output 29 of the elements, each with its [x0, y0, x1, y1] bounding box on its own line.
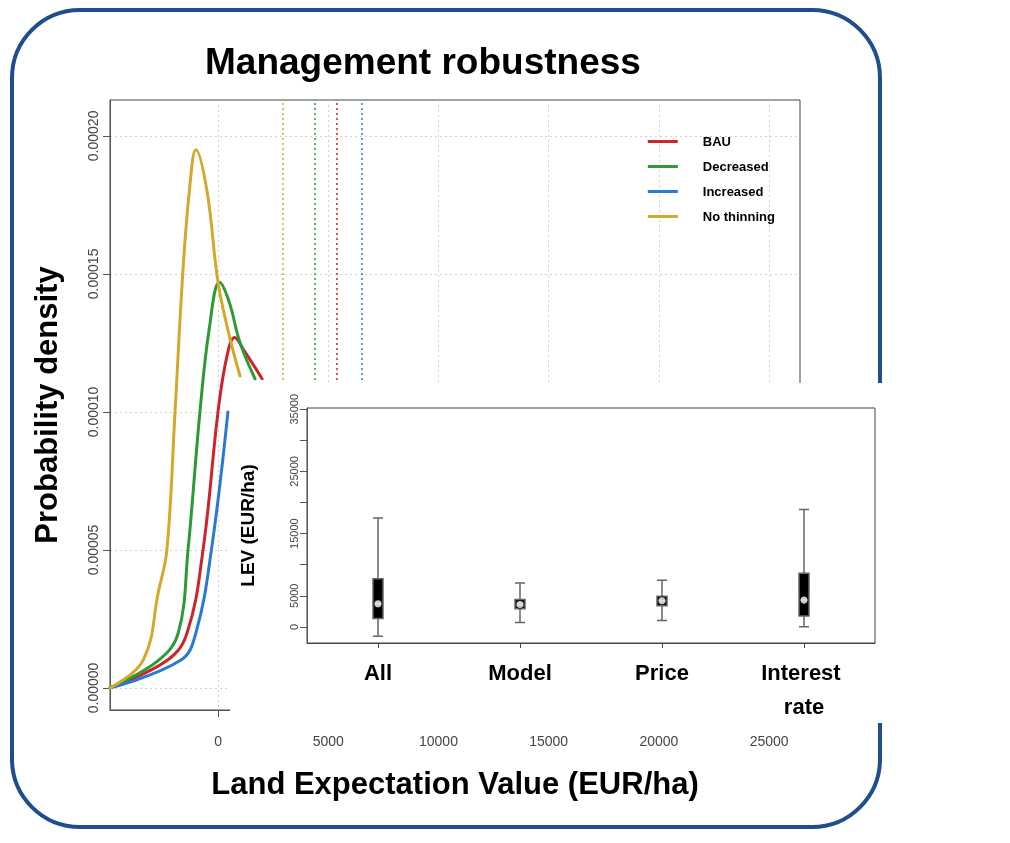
y-tick-label: 25000: [287, 456, 300, 487]
x-tick-label: 0: [214, 733, 223, 749]
x-axis-title: Land Expectation Value (EUR/ha): [211, 766, 699, 801]
x-tick-label: 15000: [529, 733, 569, 749]
legend-label: Decreased: [702, 159, 769, 174]
x-tick-label: Price: [635, 659, 689, 685]
y-tick-label: 35000: [287, 393, 300, 425]
x-tick-label: 5000: [312, 733, 345, 749]
x-tick-label: 10000: [419, 733, 459, 749]
y-tick-label: 0.00015: [85, 248, 101, 300]
y-tick-label: 5000: [287, 583, 300, 608]
x-tick-label: 20000: [639, 733, 679, 749]
chart-title: Management robustness: [205, 41, 641, 82]
y-axis-title: LEV (EUR/ha): [237, 464, 258, 587]
y-tick-label: 0: [287, 623, 300, 630]
legend-label: Increased: [702, 184, 764, 199]
line-series: [108, 148, 242, 690]
y-tick-label: 0.00000: [85, 662, 101, 714]
y-tick-label: 0.00005: [85, 524, 101, 576]
y-tick-label: 15000: [287, 518, 300, 549]
x-tick-label: Model: [488, 659, 552, 685]
x-tick-label: 25000: [749, 733, 789, 749]
x-tick-label: Interest rate: [761, 659, 847, 719]
legend-label: No thinning: [702, 209, 776, 224]
y-axis-title: Probability density: [29, 265, 64, 544]
y-tick-label: 0.00010: [85, 386, 101, 438]
x-tick-label: All: [363, 659, 393, 685]
legend-label: BAU: [702, 134, 731, 149]
y-tick-label: 0.00020: [85, 110, 101, 162]
